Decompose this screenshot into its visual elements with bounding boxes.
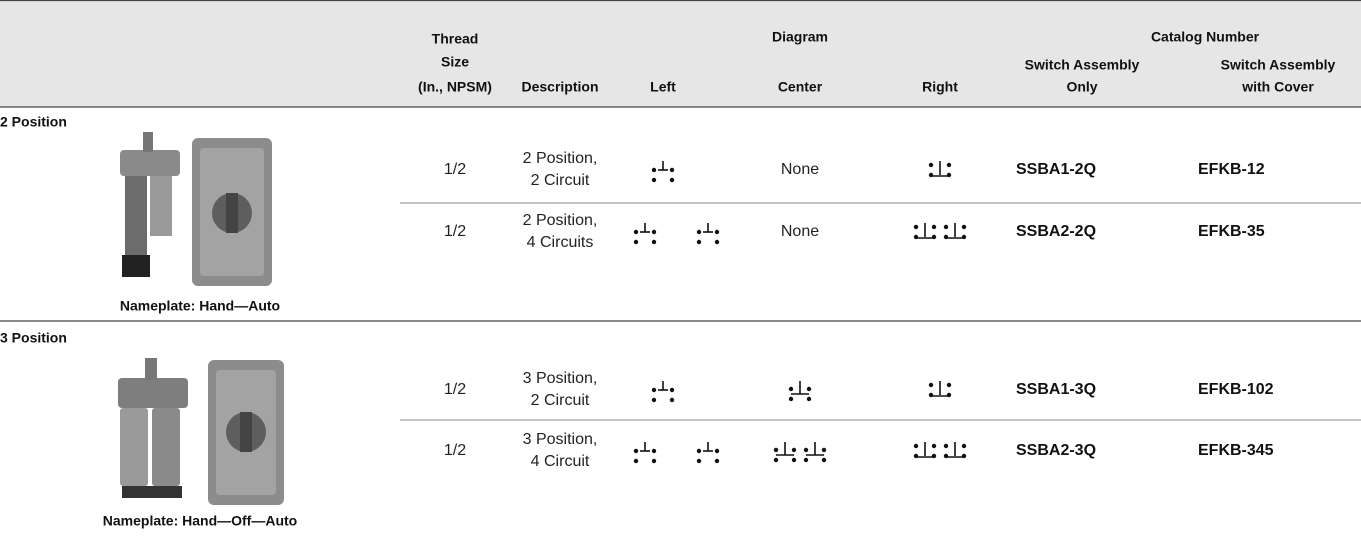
shape bbox=[125, 176, 147, 271]
header-switch-cover: with Cover bbox=[1241, 79, 1314, 95]
thread-size: 1/2 bbox=[444, 223, 466, 240]
shape bbox=[143, 132, 153, 152]
diagram-center bbox=[772, 441, 798, 464]
catalog-switch-cover: EFKB-345 bbox=[1198, 442, 1274, 459]
header-left: Left bbox=[650, 79, 676, 95]
header-switch-cover: Switch Assembly bbox=[1221, 57, 1336, 73]
nameplate: Nameplate: Hand—Auto bbox=[120, 298, 280, 314]
diagram-left bbox=[632, 222, 658, 245]
header-thread: (In., NPSM) bbox=[418, 79, 492, 95]
header-switch-only: Switch Assembly bbox=[1025, 57, 1140, 73]
diagram-center: None bbox=[781, 161, 819, 178]
description: 2 Position, bbox=[523, 150, 598, 167]
header-switch-only: Only bbox=[1066, 79, 1097, 95]
catalog-switch-cover: EFKB-102 bbox=[1198, 381, 1274, 398]
header-catalog: Catalog Number bbox=[1151, 29, 1260, 45]
diagram-right bbox=[912, 441, 938, 460]
catalog-switch-cover: EFKB-35 bbox=[1198, 223, 1265, 240]
product-photo bbox=[118, 358, 284, 505]
catalog-switch-cover: EFKB-12 bbox=[1198, 161, 1265, 178]
diagram-left bbox=[695, 441, 721, 465]
description: 3 Position, bbox=[523, 370, 598, 387]
thread-size: 1/2 bbox=[444, 381, 466, 398]
diagram-left bbox=[650, 380, 676, 404]
shape bbox=[240, 412, 252, 452]
diagram-center bbox=[802, 441, 828, 464]
catalog-switch-only: SSBA2-3Q bbox=[1016, 442, 1096, 459]
diagram-center: None bbox=[781, 223, 819, 240]
diagram-center bbox=[787, 380, 813, 403]
shape bbox=[120, 408, 148, 486]
diagram-right bbox=[912, 222, 938, 240]
diagram-right bbox=[942, 441, 968, 460]
catalog-switch-only: SSBA2-2Q bbox=[1016, 223, 1096, 240]
description: 3 Position, bbox=[523, 431, 598, 448]
catalog-switch-only: SSBA1-2Q bbox=[1016, 161, 1096, 178]
product-photo bbox=[120, 132, 272, 286]
shape bbox=[150, 176, 172, 236]
catalog-switch-only: SSBA1-3Q bbox=[1016, 381, 1096, 398]
thread-size: 1/2 bbox=[444, 442, 466, 459]
diagram-left bbox=[650, 160, 676, 183]
shape bbox=[122, 255, 150, 277]
header-right: Right bbox=[922, 79, 958, 95]
thread-size: 1/2 bbox=[444, 161, 466, 178]
shape bbox=[122, 486, 182, 498]
header-band bbox=[0, 0, 1361, 107]
header-description: Description bbox=[521, 79, 598, 95]
description: 2 Position, bbox=[523, 212, 598, 229]
shape bbox=[145, 358, 157, 380]
header-thread: Size bbox=[441, 54, 469, 70]
section-title: 2 Position bbox=[0, 114, 67, 130]
description: 2 Circuit bbox=[531, 392, 590, 409]
shape bbox=[152, 408, 180, 486]
description: 4 Circuits bbox=[527, 234, 594, 251]
diagram-left bbox=[632, 441, 658, 465]
shape bbox=[120, 150, 180, 176]
diagram-right bbox=[927, 160, 953, 178]
header-diagram: Diagram bbox=[772, 29, 828, 45]
diagram-right bbox=[942, 222, 968, 240]
description: 2 Circuit bbox=[531, 172, 590, 189]
shape bbox=[226, 193, 238, 233]
nameplate: Nameplate: Hand—Off—Auto bbox=[103, 513, 297, 529]
shape bbox=[118, 378, 188, 408]
description: 4 Circuit bbox=[531, 453, 590, 470]
header-center: Center bbox=[778, 79, 823, 95]
section-title: 3 Position bbox=[0, 330, 67, 346]
diagram-right bbox=[927, 380, 953, 399]
header-thread: Thread bbox=[432, 31, 479, 47]
diagram-left bbox=[695, 222, 721, 245]
